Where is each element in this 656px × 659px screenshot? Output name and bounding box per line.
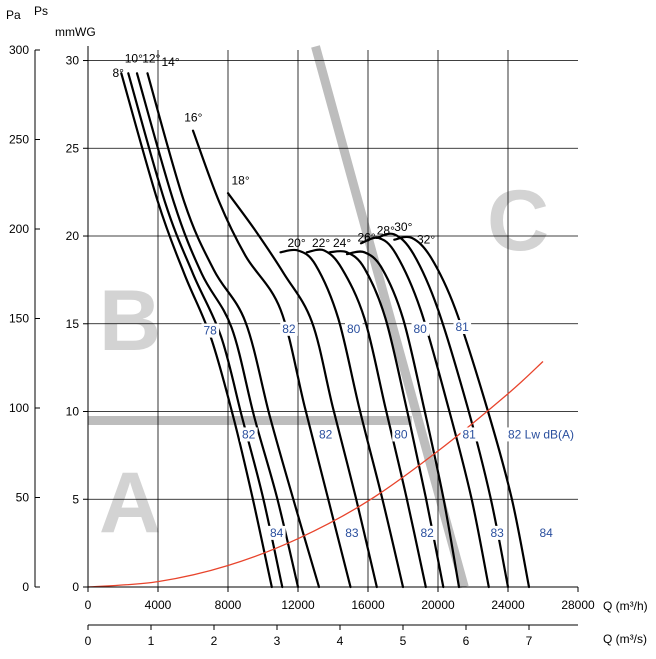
mmwg-tick-label: 0: [72, 580, 79, 594]
y-unit-ps: Ps: [34, 4, 48, 18]
region-letter-c: C: [487, 173, 549, 269]
fan-curve-10deg: [127, 72, 284, 589]
fan-curve-18deg: [226, 192, 378, 589]
sound-level-label: 80: [394, 427, 408, 441]
sound-level-label: 81: [456, 320, 470, 334]
angle-label: 32°: [417, 232, 435, 246]
mmwg-tick-label: 30: [66, 54, 80, 68]
angle-label: 16°: [184, 111, 202, 125]
fan-curve-16deg: [191, 129, 352, 589]
x-unit-m3s: Q (m³/s): [603, 632, 647, 646]
sound-label-bg: [453, 320, 472, 335]
region-letter-a: A: [99, 455, 161, 551]
mmwg-tick-label: 10: [66, 405, 80, 419]
sound-level-label: 78: [204, 324, 218, 338]
fan-curve-22deg: [305, 248, 427, 589]
angle-label: 24°: [333, 236, 351, 250]
mmwg-tick-label: 5: [72, 492, 79, 506]
fan-curve-30deg: [375, 232, 510, 589]
sound-label-bg: [280, 321, 298, 336]
sound-label-bg: [201, 323, 220, 338]
sound-label-bg: [240, 427, 258, 442]
m3s-tick-label: 3: [274, 634, 281, 648]
fan-curve-20deg: [279, 248, 405, 589]
sound-label-bg: [411, 321, 430, 336]
pa-tick-label: 0: [22, 580, 29, 594]
region-letter-b: B: [99, 273, 161, 369]
sound-label-bg: [506, 427, 585, 442]
sound-level-label: 81: [463, 427, 477, 441]
x-unit-m3h: Q (m³/h): [603, 599, 648, 613]
sound-label-bg: [392, 427, 410, 442]
angle-label: 22°: [312, 236, 330, 250]
sound-label-bg: [268, 525, 286, 540]
mmwg-tick-label: 25: [66, 141, 80, 155]
m3h-tick-label: 16000: [351, 598, 385, 612]
sound-level-label: 83: [491, 526, 505, 540]
sound-label-bg: [460, 427, 479, 442]
sound-level-label: 82: [319, 427, 333, 441]
m3h-tick-label: 24000: [491, 598, 525, 612]
fan-curve-14deg: [146, 72, 321, 589]
sound-level-label: 82: [421, 526, 435, 540]
angle-label: 28°: [377, 223, 395, 237]
m3h-tick-label: 28000: [561, 598, 595, 612]
y-unit-pa: Pa: [6, 8, 21, 22]
angle-label: 20°: [288, 236, 306, 250]
sound-level-label: 80: [414, 322, 428, 336]
sound-level-label: 82: [282, 322, 296, 336]
sound-label-bg: [345, 321, 363, 336]
angle-label: 8°: [113, 66, 125, 80]
pa-tick-label: 150: [9, 312, 29, 326]
sound-label-bg: [343, 525, 361, 540]
m3s-tick-label: 5: [400, 634, 407, 648]
sound-label-bg: [488, 525, 507, 540]
m3s-tick-label: 0: [85, 634, 92, 648]
mmwg-tick-label: 20: [66, 229, 80, 243]
sound-label-bg: [537, 525, 556, 540]
sound-level-label: 83: [345, 526, 359, 540]
system-curve: [87, 361, 544, 588]
mmwg-tick-label: 15: [66, 317, 80, 331]
angle-label: 26°: [358, 231, 376, 245]
m3h-tick-label: 8000: [215, 598, 242, 612]
grid-layer: [88, 50, 578, 587]
angle-label: 18°: [232, 173, 250, 187]
y-unit-mmwg: mmWG: [55, 25, 96, 39]
sound-label-bg: [317, 427, 335, 442]
sound-label-bg: [418, 525, 437, 540]
m3h-tick-label: 12000: [281, 598, 315, 612]
pa-tick-label: 100: [9, 401, 29, 415]
angle-label: 14°: [162, 55, 180, 69]
region-layer: AB C: [88, 45, 549, 589]
pa-tick-label: 250: [9, 133, 29, 147]
sound-level-label: 80: [347, 322, 361, 336]
sound-level-label: 82: [242, 427, 256, 441]
sound-level-label: 84: [540, 526, 554, 540]
pa-tick-label: 300: [9, 43, 29, 57]
fan-curve-24deg: [328, 250, 445, 589]
sound-level-label: 82 Lw dB(A): [508, 427, 574, 441]
angle-label: 30°: [394, 220, 412, 234]
pa-tick-label: 50: [16, 491, 30, 505]
m3s-tick-label: 1: [148, 634, 155, 648]
fan-curve-12deg: [135, 72, 300, 589]
angle-label: 10°: [125, 52, 143, 66]
region-band-c: [311, 45, 469, 589]
m3h-tick-label: 20000: [421, 598, 455, 612]
m3s-tick-label: 2: [211, 634, 218, 648]
m3s-tick-label: 7: [526, 634, 533, 648]
m3h-tick-label: 0: [85, 598, 92, 612]
label-layer: 8°10° 12° 14° 16° 18° 20° 22° 24° 26°28° 30° 32° 78…: [113, 52, 585, 540]
m3s-tick-label: 4: [337, 634, 344, 648]
angle-label: 12°: [142, 52, 160, 66]
m3h-tick-label: 4000: [145, 598, 172, 612]
m3s-tick-label: 6: [463, 634, 470, 648]
sound-level-label: 84: [270, 526, 284, 540]
fan-curve-26deg: [345, 250, 461, 589]
pa-tick-label: 200: [9, 222, 29, 236]
